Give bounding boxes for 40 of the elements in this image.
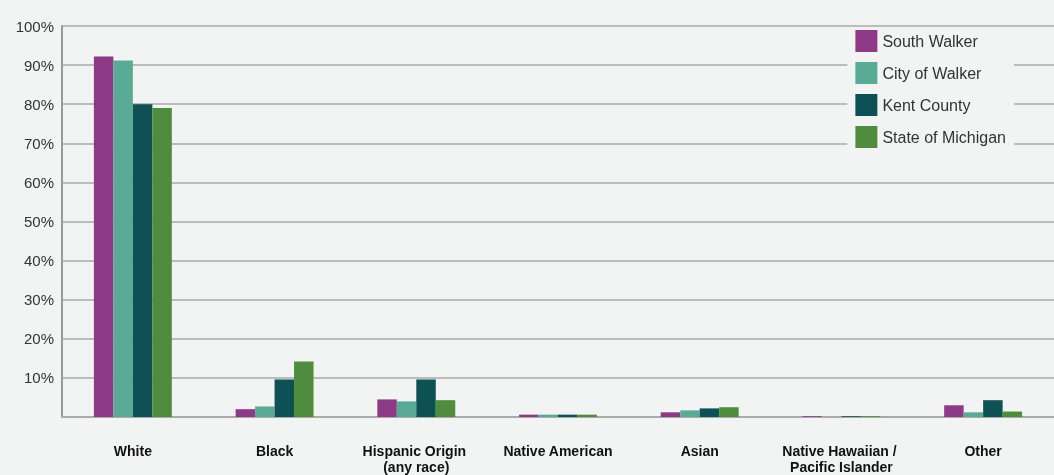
bar: [294, 361, 314, 417]
bar: [435, 400, 456, 417]
bar: [660, 412, 681, 417]
bar: [719, 407, 739, 417]
legend-label: South Walker: [882, 32, 979, 50]
bar: [680, 410, 700, 417]
x-tick-label: Hispanic Origin (any race): [362, 443, 470, 475]
x-tick-label: Native American: [503, 443, 613, 459]
y-tick-label: 20%: [23, 330, 54, 348]
bar: [416, 379, 436, 417]
bar: [255, 406, 275, 417]
y-tick-label: 10%: [23, 369, 54, 387]
bar: [93, 56, 114, 417]
legend-label: City of Walker: [882, 64, 983, 82]
bar: [377, 399, 397, 417]
x-tick-label: Asian: [680, 443, 719, 459]
y-tick-label: 50%: [23, 213, 54, 230]
bar: [274, 379, 295, 417]
y-tick-label: 60%: [23, 173, 54, 191]
y-tick-label: 30%: [23, 291, 54, 309]
bar: [396, 401, 417, 417]
y-tick-label: 80%: [23, 95, 54, 113]
x-tick-label: White: [113, 443, 153, 459]
x-tick-label: Black: [255, 443, 294, 459]
bar: [152, 108, 172, 417]
x-tick-label: Other: [964, 443, 1003, 459]
legend-label: Kent County: [882, 96, 971, 114]
bar: [963, 412, 984, 417]
x-tick-label: Native Hawaiian / Pacific Islander: [782, 443, 901, 475]
y-tick-label: 40%: [23, 252, 54, 270]
bar: [983, 400, 1003, 417]
y-tick-label: 90%: [23, 56, 54, 74]
legend-label: State of Michigan: [882, 128, 1006, 146]
bar: [235, 409, 256, 417]
y-tick-label: 100%: [15, 17, 54, 35]
bar: [944, 405, 964, 417]
bar: [699, 408, 720, 417]
y-tick-label: 70%: [23, 134, 54, 152]
bar: [132, 104, 153, 417]
bar: [113, 60, 133, 417]
